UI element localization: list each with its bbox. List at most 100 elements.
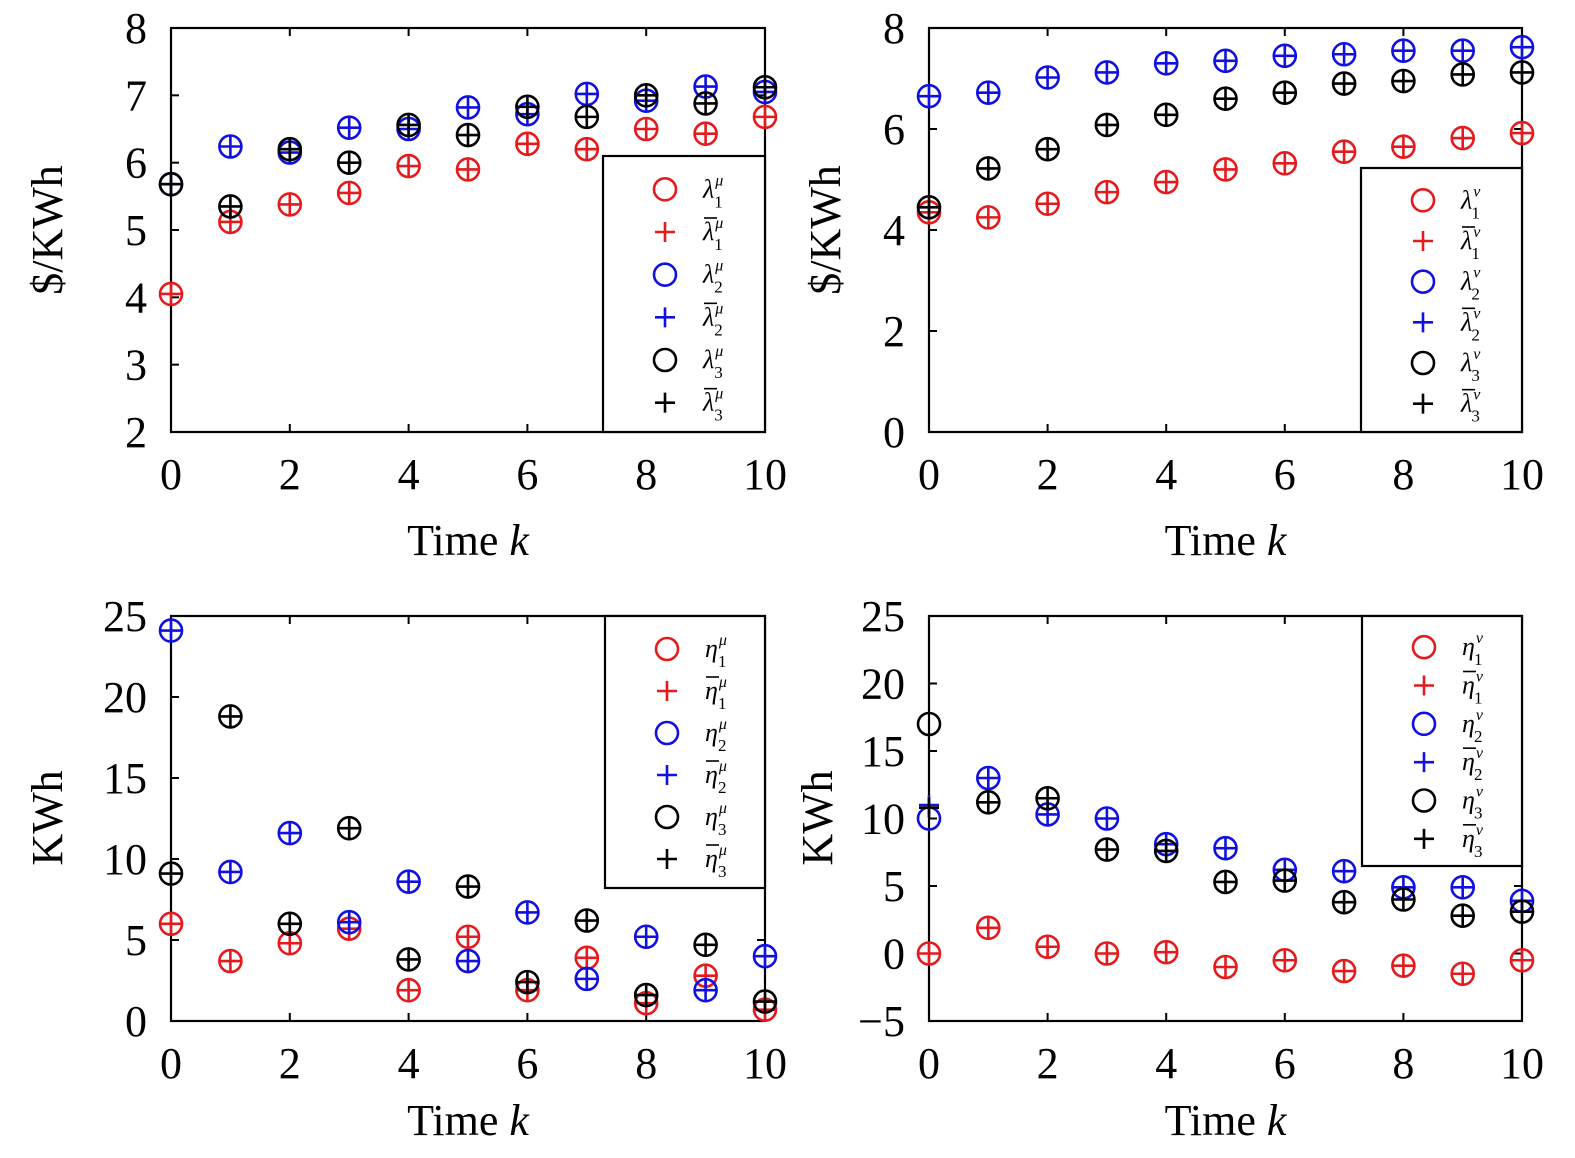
x-tick-label: 0 — [160, 1039, 182, 1088]
data-point — [1331, 71, 1357, 96]
x-axis-label: Time k — [407, 1096, 530, 1145]
series-4 — [919, 37, 1532, 107]
data-point — [975, 156, 1001, 181]
legend-marker — [1410, 188, 1436, 213]
data-point — [158, 861, 184, 886]
series-2 — [919, 917, 1532, 984]
data-point — [633, 116, 659, 142]
series-5 — [158, 74, 778, 219]
data-point — [636, 85, 657, 106]
y-tick-label: 5 — [125, 206, 147, 255]
y-tick-label: 2 — [883, 307, 905, 356]
y-tick-label: 3 — [125, 341, 147, 390]
data-point — [1512, 62, 1532, 83]
y-tick-label: 0 — [883, 930, 905, 979]
data-point — [1512, 950, 1532, 971]
data-point — [517, 96, 538, 117]
legend-entry: ημ 1 — [705, 674, 727, 713]
data-point — [339, 117, 360, 138]
data-point — [576, 139, 597, 160]
legend-marker — [1410, 350, 1436, 376]
data-point — [576, 83, 597, 104]
y-axis-label: KWh — [793, 770, 842, 865]
data-point — [1512, 37, 1532, 58]
data-point — [515, 94, 540, 120]
data-point — [1035, 191, 1060, 217]
data-point — [220, 861, 241, 882]
legend-entry: ην 1 — [1462, 630, 1484, 669]
data-point — [1452, 40, 1473, 61]
x-tick-label: 2 — [1037, 1039, 1059, 1088]
data-point — [1096, 808, 1117, 829]
legend-box — [1360, 614, 1524, 868]
data-point — [1331, 41, 1357, 67]
legend-entry: λν 1 — [1460, 224, 1481, 263]
data-point — [574, 908, 600, 933]
legend-entry: λν 3 — [1460, 387, 1481, 426]
data-point — [1035, 65, 1060, 90]
data-point — [1450, 125, 1475, 151]
data-point — [752, 943, 778, 969]
data-point — [455, 95, 481, 120]
data-point — [279, 139, 300, 160]
series-2 — [161, 106, 775, 304]
data-point — [1213, 48, 1238, 74]
data-point — [1035, 136, 1060, 162]
data-point — [636, 926, 657, 947]
data-point — [1094, 60, 1120, 85]
legend-entry: λν 2 — [1460, 305, 1481, 344]
data-point — [458, 125, 478, 146]
data-point — [978, 207, 999, 228]
data-point — [1509, 60, 1535, 85]
data-point — [916, 711, 942, 737]
data-point — [218, 704, 243, 729]
data-point — [1391, 134, 1416, 159]
y-axis-label: $/KWh — [801, 165, 850, 295]
y-tick-label: 2 — [125, 408, 147, 457]
y-tick-label: 25 — [103, 592, 147, 641]
data-point — [1035, 785, 1060, 811]
x-tick-label: 10 — [1500, 450, 1544, 499]
data-point — [1153, 838, 1179, 864]
legend-marker — [652, 347, 678, 373]
legend-entry: ημ 2 — [705, 716, 727, 755]
legend-entry: λμ 2 — [702, 300, 723, 339]
data-point — [1156, 104, 1177, 125]
data-point — [975, 789, 1001, 815]
data-point — [1094, 837, 1120, 862]
data-point — [277, 820, 303, 846]
data-point — [755, 946, 775, 967]
data-point — [1096, 839, 1117, 860]
data-point — [398, 949, 419, 970]
data-point — [1450, 961, 1475, 987]
x-tick-label: 8 — [635, 450, 657, 499]
data-point — [158, 171, 184, 197]
data-point — [161, 174, 181, 195]
data-point — [1509, 120, 1535, 146]
y-axis-label: $/KWh — [23, 165, 72, 295]
x-axis-label: Time k — [1165, 516, 1288, 565]
legend-marker — [652, 177, 678, 202]
data-point — [220, 196, 241, 217]
data-point — [752, 74, 778, 100]
data-point — [279, 823, 300, 844]
data-point — [1215, 159, 1236, 180]
x-tick-label: 10 — [743, 450, 787, 499]
legend-entry: ημ 3 — [705, 842, 727, 881]
data-point — [755, 991, 775, 1012]
data-point — [1215, 50, 1236, 71]
legend-entry: λν 1 — [1460, 183, 1481, 222]
series-5 — [158, 704, 778, 1014]
x-tick-label: 0 — [918, 450, 940, 499]
data-point — [398, 871, 419, 892]
data-point — [398, 156, 419, 177]
legend-marker — [654, 720, 680, 746]
data-point — [978, 768, 999, 788]
series-6 — [919, 788, 1532, 926]
data-point — [1391, 953, 1416, 978]
legend: λμ 1 λμ 1 λμ 2 λμ 2 λμ 3 λμ 3 — [601, 154, 767, 434]
legend-marker — [1413, 393, 1433, 414]
legend-marker — [657, 765, 677, 785]
data-point — [1213, 157, 1238, 182]
